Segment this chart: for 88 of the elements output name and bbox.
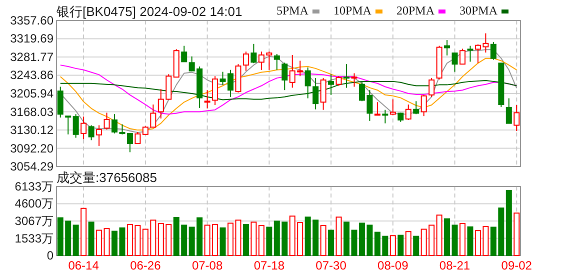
- candlestick: [344, 64, 350, 88]
- candlestick: [328, 74, 334, 96]
- x-tick-label: 09-02: [501, 258, 532, 272]
- candlestick: [320, 78, 326, 110]
- y-tick-label: 3067万: [14, 214, 54, 228]
- bar: [413, 236, 420, 256]
- x-tick-label: 08-21: [439, 258, 470, 272]
- y-tick-label: 0: [46, 248, 54, 262]
- y-tick-label: 4600万: [14, 196, 54, 211]
- y-tick-label: 3092.20: [10, 141, 54, 156]
- candlestick: [514, 104, 520, 132]
- candlestick: [390, 98, 396, 116]
- bar: [436, 214, 442, 256]
- bar: [328, 230, 334, 256]
- bar: [104, 228, 110, 256]
- candlestick: [204, 90, 210, 109]
- candlestick: [126, 132, 133, 153]
- candlestick: [413, 100, 420, 115]
- candlestick: [134, 131, 141, 144]
- y-tick-label: 3357.60: [10, 14, 54, 28]
- bar: [80, 208, 87, 256]
- y-tick-label: 3243.86: [10, 68, 54, 82]
- bar: [242, 224, 249, 256]
- candlestick: [181, 45, 188, 62]
- bar: [88, 222, 94, 256]
- candlestick: [452, 52, 458, 72]
- bar: [96, 230, 102, 256]
- bar: [398, 234, 404, 256]
- legend-label: 30PMA: [459, 4, 498, 18]
- candlestick: [460, 48, 466, 65]
- bar: [444, 218, 450, 256]
- y-tick-label: 3205.94: [10, 86, 54, 100]
- candlestick: [467, 45, 474, 62]
- candlestick: [420, 94, 427, 117]
- x-tick-label: 06-14: [68, 258, 100, 272]
- candlestick: [490, 41, 496, 60]
- candlestick: [65, 116, 72, 135]
- candlestick: [382, 109, 388, 124]
- x-tick-label: 07-30: [316, 258, 347, 272]
- candlestick: [57, 86, 64, 118]
- x-tick-label: 08-09: [378, 258, 409, 272]
- y-tick-label: 6133万: [14, 180, 54, 194]
- y-tick-label: 3054.29: [10, 160, 54, 174]
- chart-title: 成交量:37656085: [56, 170, 157, 185]
- y-tick-label: 3130.12: [10, 123, 54, 137]
- candlestick: [242, 51, 249, 72]
- bar: [250, 222, 257, 256]
- x-tick-label: 07-08: [192, 258, 223, 272]
- bar: [220, 227, 226, 256]
- y-tick-label: 3319.69: [10, 32, 54, 46]
- bar: [452, 224, 458, 256]
- candlestick: [398, 112, 404, 122]
- candlestick: [351, 72, 358, 88]
- candlestick: [80, 116, 87, 140]
- candlestick: [88, 124, 94, 141]
- candlestick: [405, 104, 412, 120]
- x-tick-label: 07-18: [254, 258, 285, 272]
- legend-label: 20PMA: [396, 4, 435, 18]
- candlestick: [72, 114, 79, 138]
- candlestick: [428, 78, 435, 98]
- legend-label: 5PMA: [276, 4, 309, 18]
- y-tick-label: 3281.77: [10, 50, 54, 64]
- bar: [460, 223, 466, 256]
- candlestick: [274, 54, 280, 70]
- bar: [405, 231, 412, 256]
- bar: [266, 226, 272, 256]
- bar: [320, 225, 326, 256]
- candlestick: [444, 40, 450, 56]
- legend-label: 10PMA: [333, 4, 372, 18]
- y-tick-label: 3168.03: [10, 104, 54, 119]
- candlestick: [250, 43, 257, 64]
- bar: [258, 225, 264, 256]
- x-tick-label: 06-26: [130, 258, 162, 272]
- chart-title: 银行[BK0475] 2024-09-02 14:01: [56, 4, 242, 19]
- bar: [514, 212, 520, 256]
- candlestick: [374, 102, 380, 116]
- candlestick: [506, 98, 512, 124]
- candlestick: [282, 62, 288, 91]
- bar: [72, 224, 79, 256]
- y-tick-label: 1533万: [14, 231, 54, 246]
- bar: [467, 226, 474, 256]
- candlestick: [212, 76, 218, 106]
- candlestick: [104, 112, 110, 130]
- bar: [336, 216, 342, 256]
- candlestick: [336, 76, 342, 86]
- bar: [506, 190, 512, 256]
- bar: [390, 235, 396, 256]
- candlestick: [96, 124, 102, 146]
